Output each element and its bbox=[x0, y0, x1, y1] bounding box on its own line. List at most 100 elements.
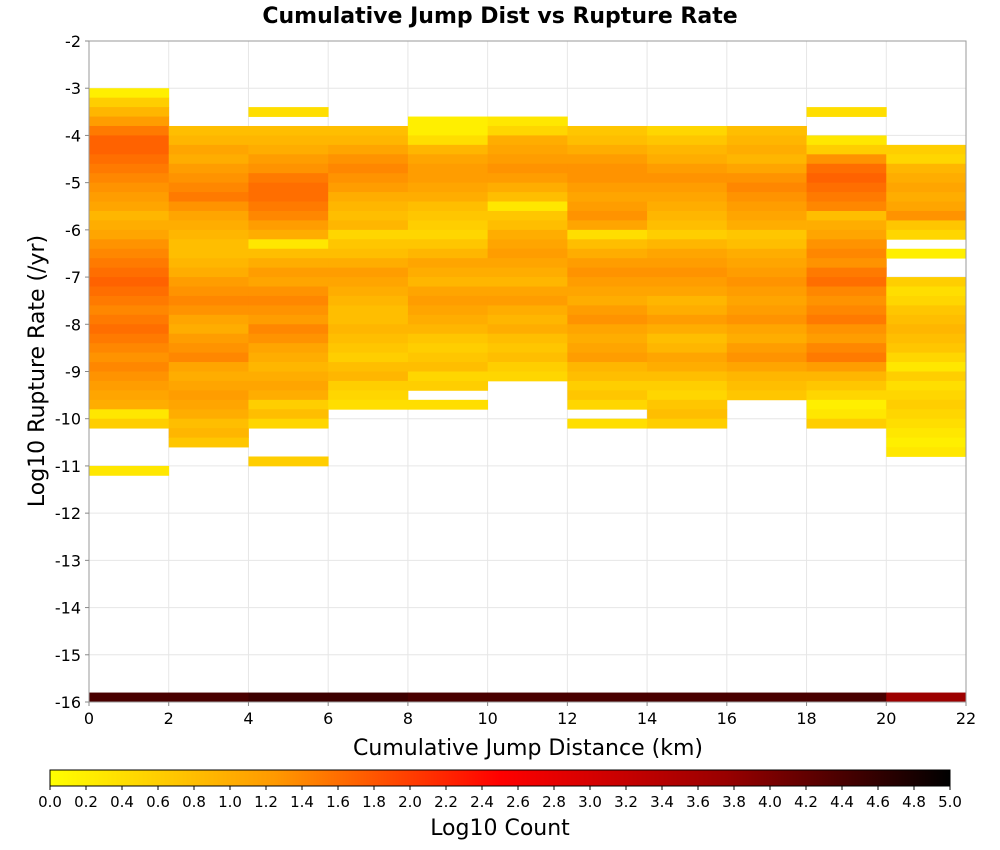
heatmap-cell bbox=[407, 314, 489, 325]
heatmap-cell bbox=[806, 135, 887, 146]
colorbar-ticks: 0.0 0.2 0.4 0.6 0.8 1.0 1.2 1.4 1.6 1.8 2.0 2.2 2.4 2… bbox=[38, 786, 962, 811]
heatmap-cell bbox=[886, 248, 967, 259]
heatmap-cell bbox=[806, 220, 887, 231]
heatmap-cell bbox=[328, 163, 409, 174]
x-tick-label: 22 bbox=[956, 709, 976, 728]
heatmap-cell bbox=[567, 324, 648, 335]
heatmap-cell-floor bbox=[726, 692, 807, 702]
heatmap-cell bbox=[487, 333, 568, 344]
heatmap-cell bbox=[328, 324, 409, 335]
colorbar-tick-label: 4.0 bbox=[758, 793, 782, 811]
heatmap-cell bbox=[726, 380, 807, 391]
heatmap-cell bbox=[168, 229, 249, 240]
heatmap-cell bbox=[886, 314, 967, 325]
heatmap-cell bbox=[328, 267, 409, 278]
heatmap-cell bbox=[726, 173, 807, 184]
heatmap-cell bbox=[647, 305, 728, 316]
heatmap-cell bbox=[567, 210, 648, 221]
heatmap-cell bbox=[328, 390, 409, 401]
heatmap-cell bbox=[89, 362, 170, 372]
heatmap-cell bbox=[726, 163, 807, 174]
colorbar-tick-label: 2.2 bbox=[434, 793, 458, 811]
heatmap-cell bbox=[168, 163, 249, 174]
y-axis-ticks: -2 -3 -4 -5 -6 -7 -8 -9 -10 -11 -12 -13 -14 -15 -16 bbox=[55, 32, 89, 712]
heatmap-cell bbox=[726, 182, 807, 193]
heatmap-cell bbox=[248, 107, 329, 117]
heatmap-cell bbox=[567, 295, 648, 306]
heatmap-cell bbox=[328, 210, 409, 221]
heatmap-cell bbox=[89, 371, 170, 382]
heatmap-cell bbox=[248, 380, 329, 391]
heatmap-cell bbox=[407, 277, 489, 287]
heatmap-cell bbox=[886, 362, 967, 372]
colorbar-tick-label: 2.4 bbox=[470, 793, 494, 811]
heatmap-cell bbox=[248, 135, 329, 146]
heatmap-cell bbox=[806, 314, 887, 325]
heatmap-cell bbox=[647, 135, 728, 146]
heatmap-cell bbox=[407, 286, 489, 297]
heatmap-cell bbox=[567, 362, 648, 372]
heatmap-cell bbox=[328, 182, 409, 193]
colorbar-tick-label: 3.0 bbox=[578, 793, 602, 811]
heatmap-cell bbox=[248, 239, 329, 250]
heatmap-cell bbox=[487, 210, 568, 221]
heatmap-cell bbox=[647, 163, 728, 174]
heatmap-cell bbox=[407, 220, 489, 231]
heatmap-cell bbox=[567, 192, 648, 202]
heatmap-cell bbox=[567, 314, 648, 325]
heatmap-cell bbox=[647, 399, 728, 410]
heatmap-cell bbox=[806, 229, 887, 240]
heatmap-cell bbox=[328, 295, 409, 306]
heatmap-cell bbox=[328, 248, 409, 259]
heatmap-cell bbox=[407, 295, 489, 306]
heatmap-cell bbox=[248, 173, 329, 184]
heatmap-cell bbox=[168, 267, 249, 278]
colorbar-tick-label: 3.4 bbox=[650, 793, 674, 811]
heatmap-cell bbox=[248, 390, 329, 401]
heatmap-cell bbox=[806, 210, 887, 221]
heatmap-cell bbox=[886, 192, 967, 202]
heatmap-cell bbox=[567, 380, 648, 391]
heatmap-cell bbox=[89, 343, 170, 354]
heatmap-cell bbox=[89, 220, 170, 231]
heatmap-cell bbox=[886, 220, 967, 231]
heatmap-cell bbox=[806, 248, 887, 259]
y-tick-label: -13 bbox=[55, 551, 81, 570]
heatmap-cell bbox=[567, 258, 648, 269]
colorbar-tick-label: 4.2 bbox=[794, 793, 818, 811]
heatmap-cell bbox=[248, 125, 329, 136]
heatmap-cell bbox=[407, 154, 489, 165]
colorbar-tick-label: 5.0 bbox=[938, 793, 962, 811]
heatmap-cell bbox=[248, 258, 329, 269]
heatmap-cell bbox=[168, 380, 249, 391]
heatmap-cell bbox=[886, 144, 967, 155]
heatmap-cell bbox=[487, 352, 568, 363]
heatmap-cell bbox=[886, 201, 967, 212]
heatmap-cell bbox=[168, 437, 249, 448]
heatmap-cell bbox=[806, 258, 887, 269]
heatmap-cell bbox=[89, 97, 170, 108]
heatmap-cell-floor bbox=[328, 692, 409, 702]
heatmap-cell bbox=[89, 154, 170, 165]
heatmap-cell bbox=[407, 201, 489, 212]
heatmap-cell bbox=[806, 295, 887, 306]
colorbar-tick-label: 3.8 bbox=[722, 793, 746, 811]
heatmap-cell bbox=[886, 295, 967, 306]
colorbar-tick-label: 4.8 bbox=[902, 793, 926, 811]
heatmap-cell bbox=[806, 173, 887, 184]
heatmap-cell bbox=[647, 418, 728, 429]
heatmap-cell bbox=[567, 239, 648, 250]
heatmap-cell-floor bbox=[886, 692, 967, 702]
colorbar-tick-label: 3.6 bbox=[686, 793, 710, 811]
heatmap-cell bbox=[168, 343, 249, 354]
heatmap-cell bbox=[567, 333, 648, 344]
colorbar-tick-label: 4.6 bbox=[866, 793, 890, 811]
heatmap-cell bbox=[89, 277, 170, 287]
heatmap-cell bbox=[886, 173, 967, 184]
heatmap-cell bbox=[89, 135, 170, 146]
heatmap-cell bbox=[886, 352, 967, 363]
heatmap-cell bbox=[248, 352, 329, 363]
heatmap-cell bbox=[248, 324, 329, 335]
